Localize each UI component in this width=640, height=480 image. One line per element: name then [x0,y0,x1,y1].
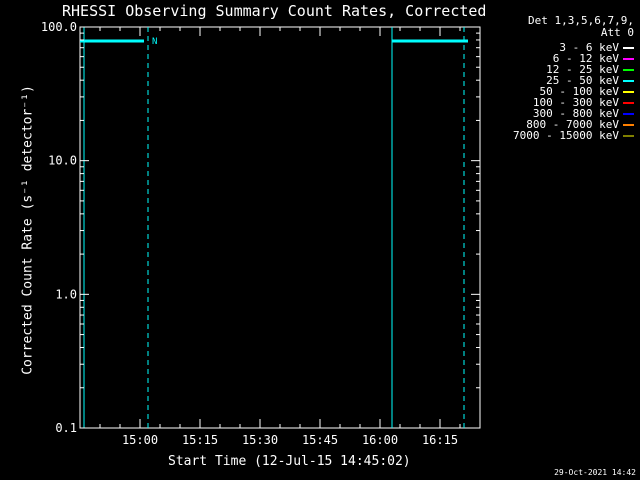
legend-label: 3 - 6 keV [559,41,619,54]
legend-label: 7000 - 15000 keV [513,129,619,142]
legend-swatch [623,101,634,104]
legend-label: 100 - 300 keV [532,96,619,109]
legend-label: 800 - 7000 keV [526,118,619,131]
legend-entry: 300 - 800 keV [513,107,634,120]
legend-swatch [623,68,634,71]
legend: 3 - 6 keV 6 - 12 keV 12 - 25 keV 25 - 50 ke… [513,41,634,142]
x-tick-label: 15:15 [182,433,218,447]
legend-label: 300 - 800 keV [532,107,619,120]
legend-swatch [623,57,634,60]
y-tick-label: 10.0 [48,154,77,168]
y-axis-label: Corrected Count Rate (s⁻¹ detector⁻¹) [20,85,36,375]
legend-entry: 7000 - 15000 keV [513,129,634,142]
legend-swatch [623,123,634,126]
legend-entry: 6 - 12 keV [513,52,634,65]
legend-swatch [623,112,634,115]
legend-entry: 12 - 25 keV [513,63,634,76]
x-tick-label: 15:30 [242,433,278,447]
x-axis-label: Start Time (12-Jul-15 14:45:02) [168,454,411,469]
legend-label: 25 - 50 keV [546,74,619,87]
legend-label: 12 - 25 keV [546,63,619,76]
y-tick-label: 100.0 [41,20,77,34]
generation-timestamp: 29-Oct-2021 14:42 [554,468,636,477]
legend-swatch [623,90,634,93]
legend-swatch [623,79,634,82]
plot-border [79,26,481,429]
chart-title: RHESSI Observing Summary Count Rates, Co… [62,2,487,20]
x-tick-label: 16:15 [422,433,458,447]
x-tick-label: 15:00 [122,433,158,447]
legend-swatch [623,46,634,49]
x-axis: 15:00 15:15 15:30 15:45 16:00 16:15 [79,27,481,447]
y-tick-label: 0.1 [55,421,77,435]
y-axis: 0.1 1.0 10.0 100.0 [41,20,480,435]
attenuator-state: Att 0 [600,26,634,39]
detector-list: Det 1,3,5,6,7,9, [528,14,634,27]
legend-label: 6 - 12 keV [552,52,619,65]
legend-entry: 25 - 50 keV [513,74,634,87]
legend-entry: 800 - 7000 keV [513,118,634,131]
x-tick-label: 16:00 [362,433,398,447]
time-markers: N [80,27,468,428]
legend-label: 50 - 100 keV [539,85,619,98]
legend-swatch [623,134,634,137]
legend-entry: 3 - 6 keV [513,41,634,54]
flag-bar-label: N [152,37,157,47]
x-tick-label: 15:45 [302,433,338,447]
y-tick-label: 1.0 [55,287,77,301]
legend-entry: 100 - 300 keV [513,96,634,109]
legend-entry: 50 - 100 keV [513,85,634,98]
plot-frame [79,26,481,429]
